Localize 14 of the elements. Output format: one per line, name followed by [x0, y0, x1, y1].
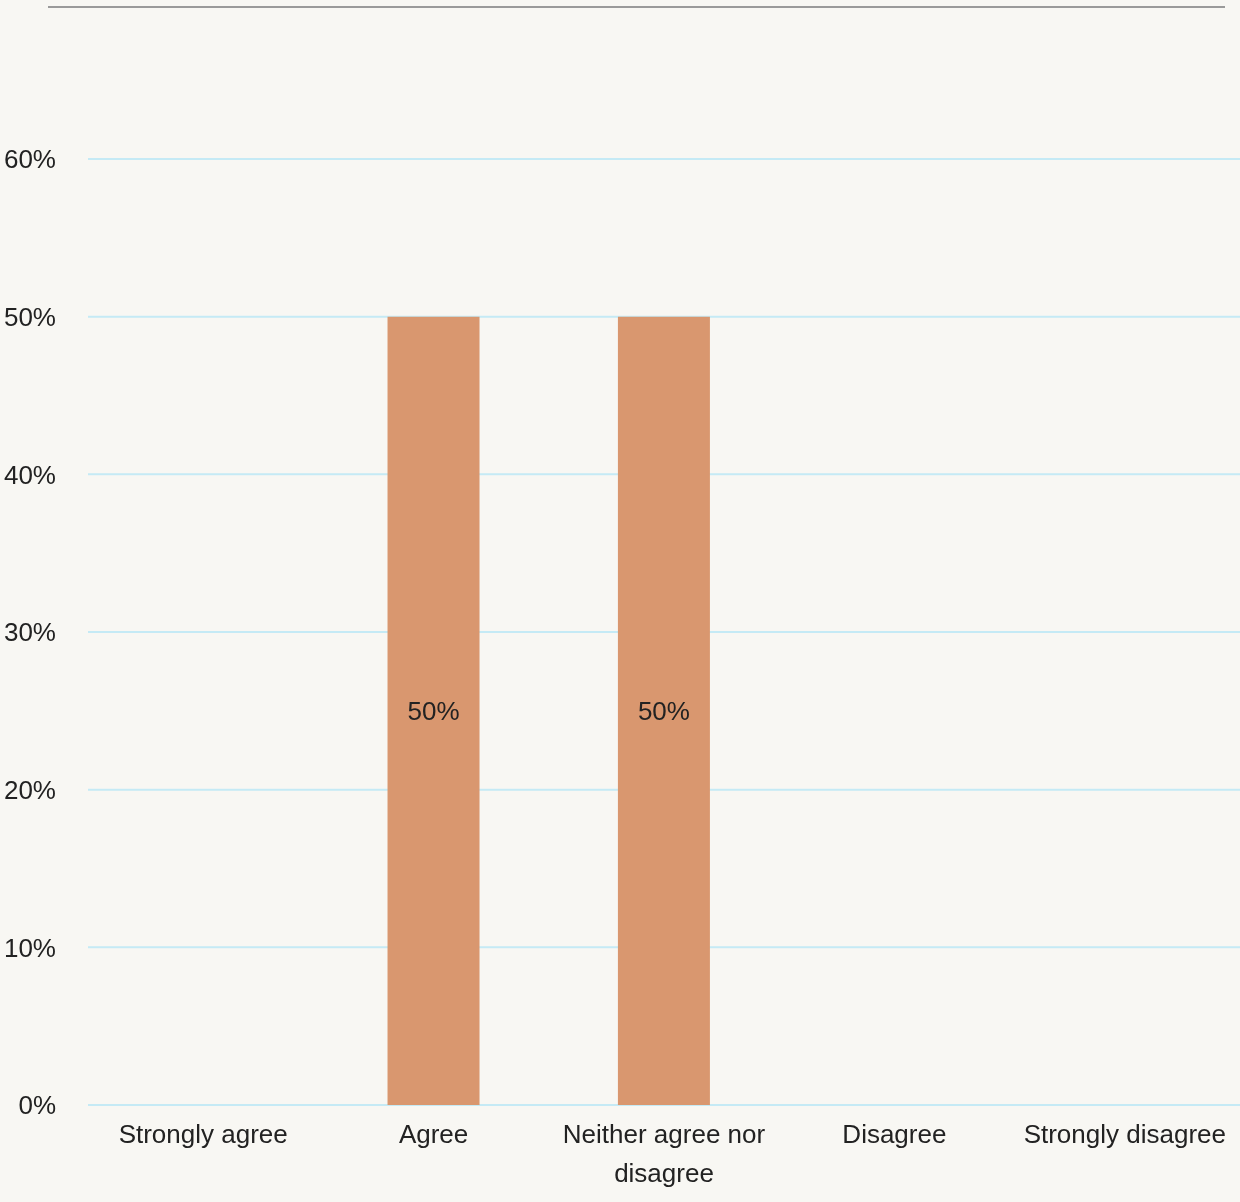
y-tick-label: 10% — [3, 932, 56, 963]
x-tick-label: Strongly disagree — [1023, 1119, 1226, 1149]
x-tick-label: Agree — [398, 1119, 469, 1149]
data-label: 50% — [407, 695, 460, 726]
x-tick-label: Disagree — [842, 1119, 947, 1149]
data-label: 50% — [637, 695, 690, 726]
y-tick-label: 0% — [18, 1090, 56, 1121]
y-tick-label: 20% — [3, 774, 56, 805]
y-tick-label: 60% — [3, 144, 56, 175]
y-tick-label: 40% — [3, 459, 56, 490]
x-tick-label: Strongly agree — [118, 1119, 288, 1149]
x-tick-label: Neither agree nor disagree — [562, 1119, 766, 1188]
y-tick-label: 50% — [3, 301, 56, 332]
y-tick-label: 30% — [3, 617, 56, 648]
